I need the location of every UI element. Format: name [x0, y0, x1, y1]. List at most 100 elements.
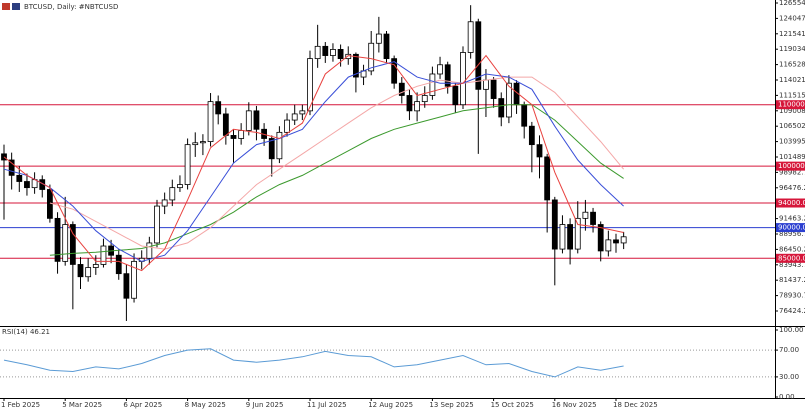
- x-tick-label: 12 Aug 2025: [368, 401, 413, 409]
- candle-body: [467, 21, 474, 53]
- candle-body: [222, 113, 229, 136]
- level-label: 94000.0: [778, 199, 805, 207]
- candle-body: [85, 267, 92, 278]
- level-tag: [776, 198, 805, 208]
- y-tick-label: 109008.7: [779, 107, 805, 115]
- candle-body: [100, 245, 107, 265]
- candle-body: [146, 242, 153, 259]
- candle-body: [330, 49, 336, 56]
- flag-icon: [2, 3, 10, 10]
- candle-body: [299, 110, 306, 115]
- candle-body: [460, 52, 466, 106]
- candle-body: [414, 101, 421, 112]
- x-tick-label: 11 Jul 2025: [307, 401, 347, 409]
- x-tick-label: 16 Nov 2025: [552, 401, 597, 409]
- y-tick-label: 114021.7: [779, 76, 805, 84]
- x-tick-label: 9 Jun 2025: [246, 401, 284, 409]
- candle-body: [291, 113, 298, 121]
- x-tick-label: 1 Feb 2025: [1, 401, 40, 409]
- candle-body: [483, 79, 489, 90]
- candle-body: [161, 199, 168, 207]
- rsi-tick-label: 70.00: [779, 346, 799, 354]
- level-label: 110000.0: [778, 101, 805, 109]
- y-tick-label: 88956.7: [779, 230, 805, 238]
- candle-body: [184, 144, 191, 185]
- y-tick-label: 76424.2: [779, 307, 805, 315]
- x-tick-label: 18 Dec 2025: [613, 401, 658, 409]
- rsi-line: [3, 348, 624, 378]
- level-label: 85000.0: [778, 254, 805, 262]
- rsi-tick-label: 0.00: [779, 393, 795, 401]
- candle-body: [437, 64, 443, 75]
- candle-body: [444, 64, 451, 87]
- y-tick-label: 116528.2: [779, 61, 805, 69]
- candle-body: [77, 264, 84, 278]
- candle-body: [69, 224, 76, 265]
- y-tick-label: 126554.2: [779, 0, 805, 7]
- candle-body: [505, 82, 512, 118]
- candle-body: [536, 144, 543, 158]
- candle-body: [421, 95, 428, 103]
- candle-body: [582, 211, 589, 219]
- candle-body: [177, 184, 183, 189]
- flag-icon: [12, 3, 20, 10]
- chart-title: BTCUSD, Daily: #NBTCUSD: [24, 3, 118, 11]
- x-tick-label: 5 Mar 2025: [62, 401, 102, 409]
- x-tick-label: 8 May 2025: [185, 401, 226, 409]
- candle-body: [574, 217, 581, 250]
- candle-body: [375, 33, 382, 44]
- candle-body: [498, 98, 505, 118]
- y-tick-label: 81437.2: [779, 276, 805, 284]
- candle-body: [490, 79, 497, 99]
- candle-body: [352, 53, 359, 78]
- candle-body: [597, 224, 604, 252]
- candle-body: [398, 82, 405, 96]
- candle-body: [345, 53, 352, 60]
- candle-body: [230, 135, 237, 139]
- x-tick-label: 13 Sep 2025: [429, 401, 473, 409]
- moving-average: [3, 54, 624, 272]
- candle-body: [307, 58, 313, 112]
- candle-body: [284, 119, 290, 133]
- candle-body: [54, 217, 61, 262]
- x-tick-label: 6 Apr 2025: [123, 401, 162, 409]
- candle-body: [544, 156, 551, 201]
- rsi-label: RSI(14) 46.21: [2, 328, 50, 336]
- y-tick-label: 98982.7: [779, 168, 805, 176]
- candle-body: [169, 187, 176, 201]
- y-tick-label: 101489.2: [779, 153, 805, 161]
- candle-body: [620, 236, 627, 244]
- candle-body: [521, 104, 528, 127]
- candle-body: [567, 224, 573, 250]
- moving-average: [3, 61, 624, 262]
- rsi-tick-label: 30.00: [779, 373, 799, 381]
- candle-body: [276, 131, 283, 160]
- candle-body: [613, 239, 619, 244]
- candle-body: [115, 254, 122, 275]
- candle-body: [383, 33, 390, 60]
- y-tick-label: 111515.2: [779, 91, 805, 99]
- y-tick-label: 96476.2: [779, 184, 805, 192]
- level-tag: [776, 253, 805, 263]
- level-label: 90000.0: [778, 224, 805, 232]
- y-tick-label: 78930.7: [779, 292, 805, 300]
- level-label: 100000.0: [778, 162, 805, 170]
- level-tag: [776, 161, 805, 171]
- candle-body: [92, 264, 99, 268]
- y-tick-label: 124047.7: [779, 14, 805, 22]
- candle-body: [337, 49, 344, 60]
- candle-body: [62, 224, 69, 262]
- candle-body: [322, 45, 329, 56]
- candle-body: [238, 130, 245, 139]
- candle-body: [551, 199, 558, 250]
- candle-body: [605, 239, 612, 252]
- candle-body: [368, 42, 375, 72]
- moving-average: [49, 104, 624, 256]
- candle-body: [590, 211, 596, 225]
- candle-body: [24, 181, 30, 189]
- candle-body: [314, 45, 321, 60]
- level-tag: [776, 100, 805, 110]
